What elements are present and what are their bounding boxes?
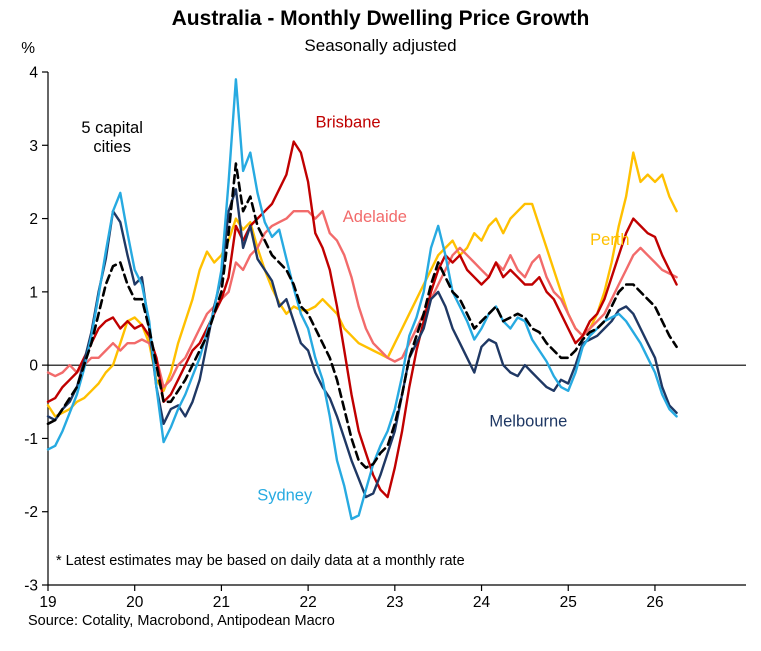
chart-subtitle: Seasonally adjusted: [304, 36, 457, 55]
x-tick-label: 19: [39, 594, 56, 611]
series-line-sydney: [46, 78, 678, 521]
y-tick-label: 4: [29, 65, 38, 82]
y-tick-label: -1: [24, 431, 38, 448]
x-tick-label: 23: [386, 594, 403, 611]
chart-title: Australia - Monthly Dwelling Price Growt…: [171, 7, 590, 30]
five-capital-cities-label: cities: [93, 138, 131, 156]
sydney-label: Sydney: [257, 487, 313, 505]
x-tick-label: 24: [473, 594, 491, 611]
y-tick-label: 0: [29, 358, 38, 375]
x-tick-label: 20: [126, 594, 144, 611]
y-axis-unit-label: %: [21, 40, 35, 57]
series-line-five-capital-cities: [46, 162, 678, 470]
adelaide-label: Adelaide: [343, 208, 407, 226]
source-note: Source: Cotality, Macrobond, Antipodean …: [28, 613, 335, 629]
y-tick-label: 1: [29, 284, 38, 301]
x-tick-label: 21: [213, 594, 230, 611]
melbourne-label: Melbourne: [489, 413, 567, 431]
x-tick-label: 26: [646, 594, 663, 611]
y-tick-label: -2: [24, 504, 38, 521]
series-line-melbourne: [46, 188, 678, 499]
five-capital-cities-label: 5 capital: [81, 119, 142, 137]
x-tick-label: 25: [560, 594, 577, 611]
y-tick-label: 2: [29, 211, 38, 228]
chart-footnote: * Latest estimates may be based on daily…: [56, 553, 465, 569]
brisbane-label: Brisbane: [315, 114, 380, 132]
y-tick-label: 3: [29, 138, 38, 155]
y-tick-label: -3: [24, 578, 38, 595]
x-tick-label: 22: [299, 594, 316, 611]
perth-label: Perth: [590, 231, 629, 249]
